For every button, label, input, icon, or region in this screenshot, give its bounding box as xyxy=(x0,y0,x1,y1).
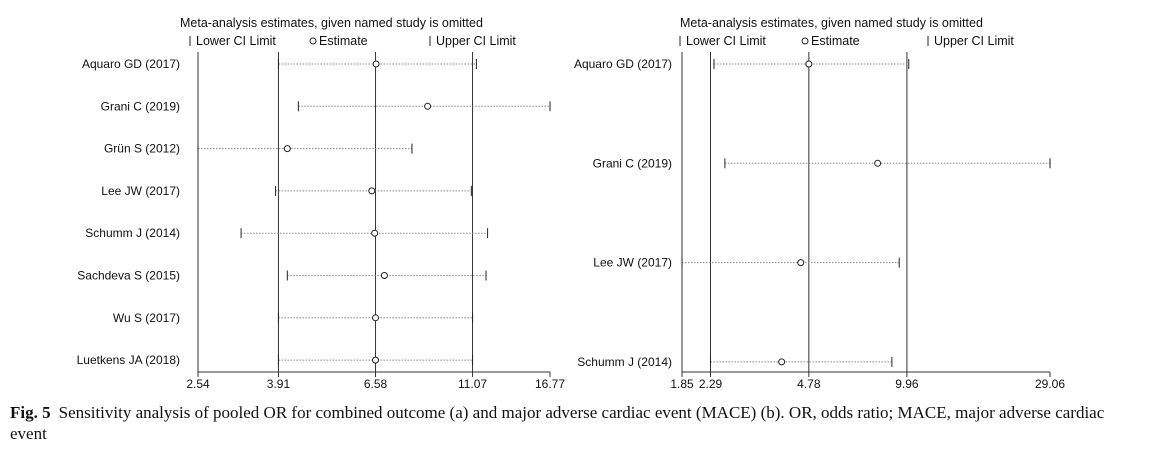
panel-title: Meta-analysis estimates, given named stu… xyxy=(680,16,983,30)
x-tick-label: 11.07 xyxy=(458,377,487,391)
study-label: Schumm J (2014) xyxy=(577,355,672,369)
panel-title: Meta-analysis estimates, given named stu… xyxy=(180,16,483,30)
estimate-point xyxy=(368,187,376,195)
study-row: Grani C (2019) xyxy=(101,99,551,113)
estimate-point xyxy=(372,314,380,322)
study-label: Lee JW (2017) xyxy=(101,184,180,198)
study-row: Schumm J (2014) xyxy=(577,355,893,369)
x-tick-label: 9.96 xyxy=(895,377,919,391)
sensitivity-figure: Meta-analysis estimates, given named stu… xyxy=(77,16,1066,391)
estimate-point xyxy=(778,358,786,366)
estimate-point xyxy=(874,159,882,167)
study-label: Luetkens JA (2018) xyxy=(77,353,180,367)
figure-caption: Fig. 5 Sensitivity analysis of pooled OR … xyxy=(10,402,1135,444)
study-label: Wu S (2017) xyxy=(113,311,180,325)
study-row: Grani C (2019) xyxy=(593,156,1051,170)
estimate-point xyxy=(424,102,432,110)
x-tick-label: 16.77 xyxy=(535,377,565,391)
estimate-point xyxy=(371,229,379,237)
estimate-point xyxy=(797,259,805,267)
study-label: Aquaro GD (2017) xyxy=(82,57,180,71)
x-tick-label: 2.29 xyxy=(699,377,723,391)
estimate-point xyxy=(805,60,813,68)
study-row: Aquaro GD (2017) xyxy=(574,57,910,71)
study-label: Aquaro GD (2017) xyxy=(574,57,672,71)
x-tick-label: 3.91 xyxy=(267,377,291,391)
legend-estimate: Estimate xyxy=(811,34,860,48)
study-row: Aquaro GD (2017) xyxy=(82,57,477,71)
caption-text: Sensitivity analysis of pooled OR for co… xyxy=(10,403,1105,443)
x-tick-label: 2.54 xyxy=(186,377,210,391)
study-row: Sachdeva S (2015) xyxy=(77,269,487,283)
study-row: Grün S (2012) xyxy=(104,142,413,156)
legend-estimate-marker xyxy=(801,37,809,45)
legend-upper: Upper CI Limit xyxy=(436,34,516,48)
study-label: Sachdeva S (2015) xyxy=(77,269,180,283)
legend-estimate: Estimate xyxy=(319,34,368,48)
study-row: Luetkens JA (2018) xyxy=(77,353,474,367)
x-tick-label: 4.78 xyxy=(797,377,821,391)
study-label: Lee JW (2017) xyxy=(593,256,672,270)
x-tick-label: 1.85 xyxy=(670,377,694,391)
legend-lower: Lower CI Limit xyxy=(686,34,766,48)
estimate-point xyxy=(380,272,388,279)
legend-estimate-marker xyxy=(309,37,317,45)
study-label: Grün S (2012) xyxy=(104,142,180,156)
study-label: Grani C (2019) xyxy=(101,99,180,113)
estimate-point xyxy=(283,145,291,153)
caption-label: Fig. 5 xyxy=(10,403,51,422)
study-row: Wu S (2017) xyxy=(113,311,474,325)
forest-panel-a: Meta-analysis estimates, given named stu… xyxy=(77,16,566,391)
study-row: Lee JW (2017) xyxy=(101,184,472,198)
legend-upper: Upper CI Limit xyxy=(934,34,1014,48)
legend-lower: Lower CI Limit xyxy=(196,34,276,48)
forest-panel-b: Meta-analysis estimates, given named stu… xyxy=(574,16,1065,391)
x-tick-label: 29.06 xyxy=(1035,377,1065,391)
study-label: Schumm J (2014) xyxy=(85,226,180,240)
x-tick-label: 6.58 xyxy=(364,377,388,391)
estimate-point xyxy=(372,356,380,364)
study-row: Schumm J (2014) xyxy=(85,226,489,240)
study-label: Grani C (2019) xyxy=(593,156,672,170)
estimate-point xyxy=(372,60,380,68)
study-row: Lee JW (2017) xyxy=(593,256,900,270)
